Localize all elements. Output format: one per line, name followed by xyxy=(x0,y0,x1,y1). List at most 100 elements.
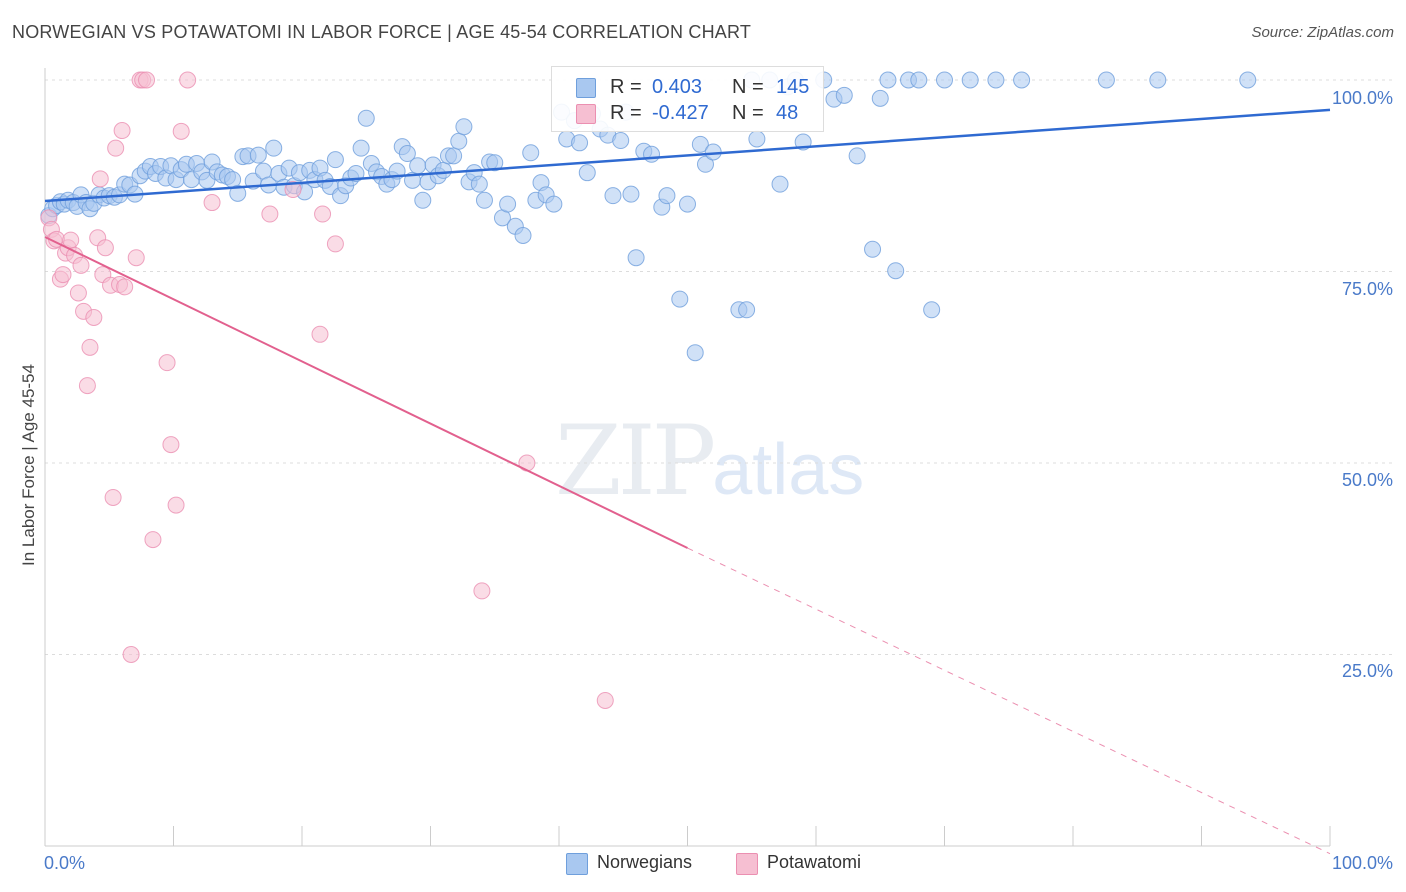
norwegians-point xyxy=(961,71,979,89)
bottom-legend-swatch-potawatomi xyxy=(736,853,758,875)
watermark-atlas: atlas xyxy=(712,430,865,510)
bottom-legend-label-norwegians: Norwegians xyxy=(597,852,693,872)
norwegians-point xyxy=(514,226,532,244)
potawatomi-point xyxy=(326,235,344,253)
norwegians-point xyxy=(357,109,375,127)
potawatomi-point xyxy=(596,691,614,709)
potawatomi-point xyxy=(54,266,72,284)
legend-n-value: 145 xyxy=(776,76,810,98)
legend-swatch-potawatomi xyxy=(576,104,596,124)
norwegians-point xyxy=(643,145,661,163)
norwegians-point xyxy=(545,195,563,213)
norwegians-point xyxy=(622,185,640,203)
potawatomi-point xyxy=(91,170,109,188)
legend-swatch-norwegians xyxy=(576,78,596,98)
potawatomi-point xyxy=(138,71,156,89)
potawatomi-point xyxy=(311,325,329,343)
norwegians-point xyxy=(265,139,283,157)
y-tick-label-50: 50.0% xyxy=(1341,470,1393,490)
legend-n-value: 48 xyxy=(776,102,799,124)
potawatomi-point xyxy=(162,436,180,454)
potawatomi-trend-line xyxy=(44,236,688,549)
watermark-zip: ZIP xyxy=(555,405,716,517)
y-tick-label-25: 25.0% xyxy=(1341,661,1393,681)
norwegians-point xyxy=(475,191,493,209)
norwegians-point xyxy=(1239,71,1257,89)
source-credit: Source: ZipAtlas.com xyxy=(1251,24,1394,41)
norwegians-point xyxy=(522,144,540,162)
potawatomi-point xyxy=(179,71,197,89)
potawatomi-point xyxy=(261,205,279,223)
potawatomi-point xyxy=(104,488,122,506)
norwegians-point xyxy=(887,262,905,280)
norwegians-point xyxy=(671,290,689,308)
potawatomi-point xyxy=(314,205,332,223)
y-tick-label-75: 75.0% xyxy=(1341,279,1393,299)
legend-r-label: R = xyxy=(610,76,642,98)
norwegians-point xyxy=(1097,71,1115,89)
norwegians-point xyxy=(835,86,853,104)
norwegians-point xyxy=(486,154,504,172)
norwegians-point xyxy=(450,132,468,150)
potawatomi-point xyxy=(203,194,221,212)
norwegians-point xyxy=(686,344,704,362)
norwegians-point xyxy=(771,175,789,193)
potawatomi-point xyxy=(85,308,103,326)
potawatomi-point xyxy=(473,582,491,600)
norwegians-point xyxy=(748,130,766,148)
norwegians-point xyxy=(879,71,897,89)
chart-title: NORWEGIAN VS POTAWATOMI IN LABOR FORCE |… xyxy=(12,22,752,42)
legend-r-value: -0.427 xyxy=(652,102,709,124)
stats-legend: R = 0.403 N = 145 R = -0.427 N = 48 xyxy=(551,66,824,132)
norwegians-point xyxy=(470,175,488,193)
potawatomi-point xyxy=(96,239,114,257)
potawatomi-point xyxy=(72,256,90,274)
potawatomi-point xyxy=(127,249,145,267)
norwegians-point xyxy=(414,191,432,209)
norwegians-point xyxy=(612,132,630,150)
norwegians-point xyxy=(848,147,866,165)
norwegians-point xyxy=(936,71,953,89)
norwegians-trend-line xyxy=(44,108,1331,203)
y-axis-label: In Labor Force | Age 45-54 xyxy=(19,364,38,566)
legend-n-label: N = xyxy=(732,76,764,98)
potawatomi-point xyxy=(144,531,162,549)
potawatomi-point xyxy=(107,139,125,157)
norwegians-point xyxy=(434,161,452,179)
potawatomi-trend-extension xyxy=(687,547,1331,855)
norwegians-point xyxy=(691,135,709,153)
norwegians-point xyxy=(571,134,589,152)
potawatomi-point xyxy=(167,496,185,514)
norwegians-point xyxy=(627,249,645,267)
potawatomi-point xyxy=(122,646,140,663)
potawatomi-point xyxy=(158,354,176,372)
norwegians-point xyxy=(679,195,696,213)
potawatomi-point xyxy=(81,338,99,356)
norwegians-point xyxy=(326,151,344,169)
norwegians-point xyxy=(864,240,882,258)
bottom-legend-label-potawatomi: Potawatomi xyxy=(767,852,862,872)
norwegians-point xyxy=(409,157,427,175)
potawatomi-point xyxy=(172,122,190,140)
norwegians-point xyxy=(578,164,596,182)
norwegians-point xyxy=(455,118,473,136)
legend-r-label: R = xyxy=(610,102,642,124)
norwegians-point xyxy=(445,147,463,165)
legend-n-label: N = xyxy=(732,102,764,124)
legend-r-value: 0.403 xyxy=(652,76,703,98)
norwegians-point xyxy=(499,195,517,213)
norwegians-point xyxy=(398,145,416,163)
potawatomi-point xyxy=(116,278,134,296)
potawatomi-point xyxy=(69,284,87,302)
norwegians-point xyxy=(249,146,267,164)
norwegians-point xyxy=(1149,71,1167,89)
watermark: ZIPatlas xyxy=(555,405,864,517)
x-tick-label-100: 100.0% xyxy=(1331,853,1393,873)
norwegians-point xyxy=(696,155,714,173)
norwegians-point xyxy=(1013,71,1031,89)
bottom-legend-swatch-norwegians xyxy=(566,853,588,875)
norwegians-point xyxy=(871,89,889,107)
norwegians-point xyxy=(229,184,247,202)
y-tick-label-100: 100.0% xyxy=(1331,88,1393,108)
